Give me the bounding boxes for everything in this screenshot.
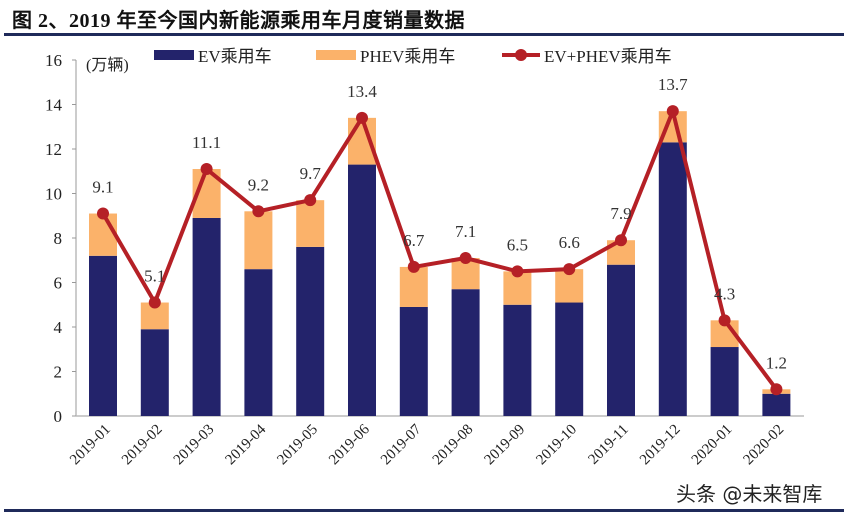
total-line	[101, 109, 778, 391]
x-tick-label: 2019-08	[430, 422, 477, 469]
total-point	[407, 260, 420, 273]
bar-ev	[710, 347, 739, 416]
total-point	[615, 234, 627, 247]
bar-ev	[296, 246, 325, 416]
bar-ev	[399, 306, 428, 416]
total-point	[200, 163, 213, 176]
data-label: 7.1	[455, 222, 476, 241]
figure-title: 图 2、2019 年至今国内新能源乘用车月度销量数据	[12, 10, 465, 32]
bar-ev	[658, 142, 687, 416]
bar-ev	[348, 164, 376, 416]
x-tick-label: 2019-02	[119, 422, 166, 469]
data-label: 4.3	[714, 284, 735, 303]
y-tick-label: 12	[45, 140, 62, 159]
legend-label-line: EV+PHEV乘用车	[544, 47, 672, 66]
y-tick-label: 8	[54, 229, 63, 248]
legend-label-ev: EV乘用车	[198, 47, 272, 66]
data-label: 9.7	[300, 164, 322, 183]
bar-ev	[555, 302, 584, 416]
data-label: 13.4	[347, 82, 377, 101]
total-point	[304, 194, 317, 207]
title-rule	[4, 33, 844, 36]
data-label: 9.2	[248, 175, 269, 194]
watermark: 头条 @未来智库	[676, 482, 823, 506]
y-tick-label: 10	[45, 185, 62, 204]
x-tick-label: 2019-04	[223, 421, 270, 468]
data-label: 6.6	[559, 233, 580, 252]
data-label: 13.7	[658, 75, 688, 94]
total-point	[563, 263, 576, 276]
bar-ev	[607, 264, 635, 416]
bar-ev	[89, 255, 117, 416]
total-point	[459, 252, 472, 265]
y-tick-label: 4	[54, 318, 63, 337]
x-tick-label: 2020-02	[741, 422, 788, 469]
bar-ev	[762, 393, 791, 416]
bottom-rule	[4, 509, 844, 512]
legend-marker-line	[515, 49, 527, 61]
x-tick-label: 2019-07	[378, 421, 425, 468]
total-point	[511, 265, 524, 278]
bar-ev	[140, 329, 169, 416]
x-tick-label: 2019-09	[482, 422, 529, 469]
data-label: 9.1	[92, 178, 113, 197]
y-tick-label: 2	[54, 363, 63, 382]
total-point	[770, 383, 783, 396]
bar-phev	[89, 213, 117, 256]
bar-phev	[244, 211, 273, 270]
x-tick-label: 2019-06	[326, 421, 373, 468]
x-tick-label: 2019-10	[533, 422, 580, 469]
x-tick-label: 2019-12	[637, 422, 684, 469]
data-label: 5.1	[144, 267, 165, 286]
total-point	[148, 296, 161, 309]
x-tick-label: 2019-05	[274, 422, 321, 469]
x-tick-label: 2019-01	[67, 422, 114, 469]
bar-ev	[192, 217, 221, 416]
legend-label-phev: PHEV乘用车	[360, 47, 455, 66]
legend-swatch-phev	[316, 50, 356, 60]
y-tick-label: 16	[45, 51, 62, 70]
x-tick-label: 2019-11	[586, 422, 632, 468]
total-point	[97, 207, 109, 220]
data-label: 6.5	[507, 235, 528, 254]
bar-ev	[451, 289, 480, 416]
data-label: 11.1	[192, 133, 221, 152]
y-tick-label: 14	[45, 96, 63, 115]
y-tick-label: 0	[54, 407, 63, 426]
legend-swatch-ev	[154, 50, 194, 60]
x-tick-label: 2020-01	[689, 422, 736, 469]
data-label: 6.7	[403, 231, 425, 250]
bar-phev	[399, 266, 428, 307]
bar-ev	[503, 304, 532, 416]
bar-phev	[296, 200, 325, 247]
bar-ev	[244, 269, 273, 416]
total-point	[718, 314, 731, 327]
y-tick-label: 6	[54, 274, 63, 293]
data-label: 7.9	[610, 204, 631, 223]
data-label: 1.2	[766, 353, 787, 372]
x-tick-label: 2019-03	[171, 422, 218, 469]
total-point	[666, 105, 679, 118]
total-point	[356, 111, 368, 124]
unit-label: (万辆)	[86, 56, 129, 74]
total-point	[252, 205, 265, 218]
